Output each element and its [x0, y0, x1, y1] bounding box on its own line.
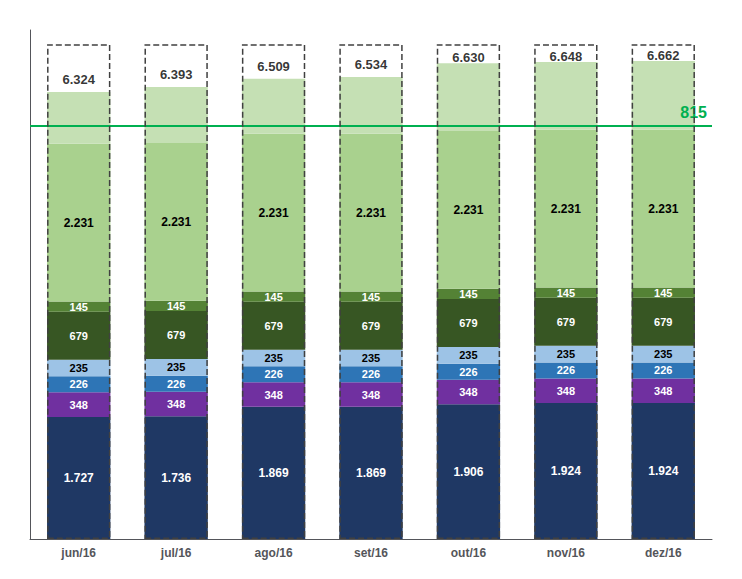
svg-text:set/16: set/16: [354, 546, 388, 560]
svg-text:6.509: 6.509: [257, 59, 290, 74]
svg-text:dez/16: dez/16: [645, 546, 682, 560]
svg-text:6.648: 6.648: [550, 49, 583, 64]
svg-text:jun/16: jun/16: [60, 546, 96, 560]
svg-text:6.534: 6.534: [355, 57, 388, 72]
svg-text:ago/16: ago/16: [255, 546, 293, 560]
svg-text:6.324: 6.324: [62, 72, 95, 87]
svg-text:out/16: out/16: [451, 546, 487, 560]
svg-text:nov/16: nov/16: [547, 546, 585, 560]
svg-text:jul/16: jul/16: [160, 546, 192, 560]
svg-text:6.662: 6.662: [647, 48, 680, 63]
svg-text:6.630: 6.630: [452, 50, 485, 65]
svg-text:6.393: 6.393: [160, 67, 193, 82]
